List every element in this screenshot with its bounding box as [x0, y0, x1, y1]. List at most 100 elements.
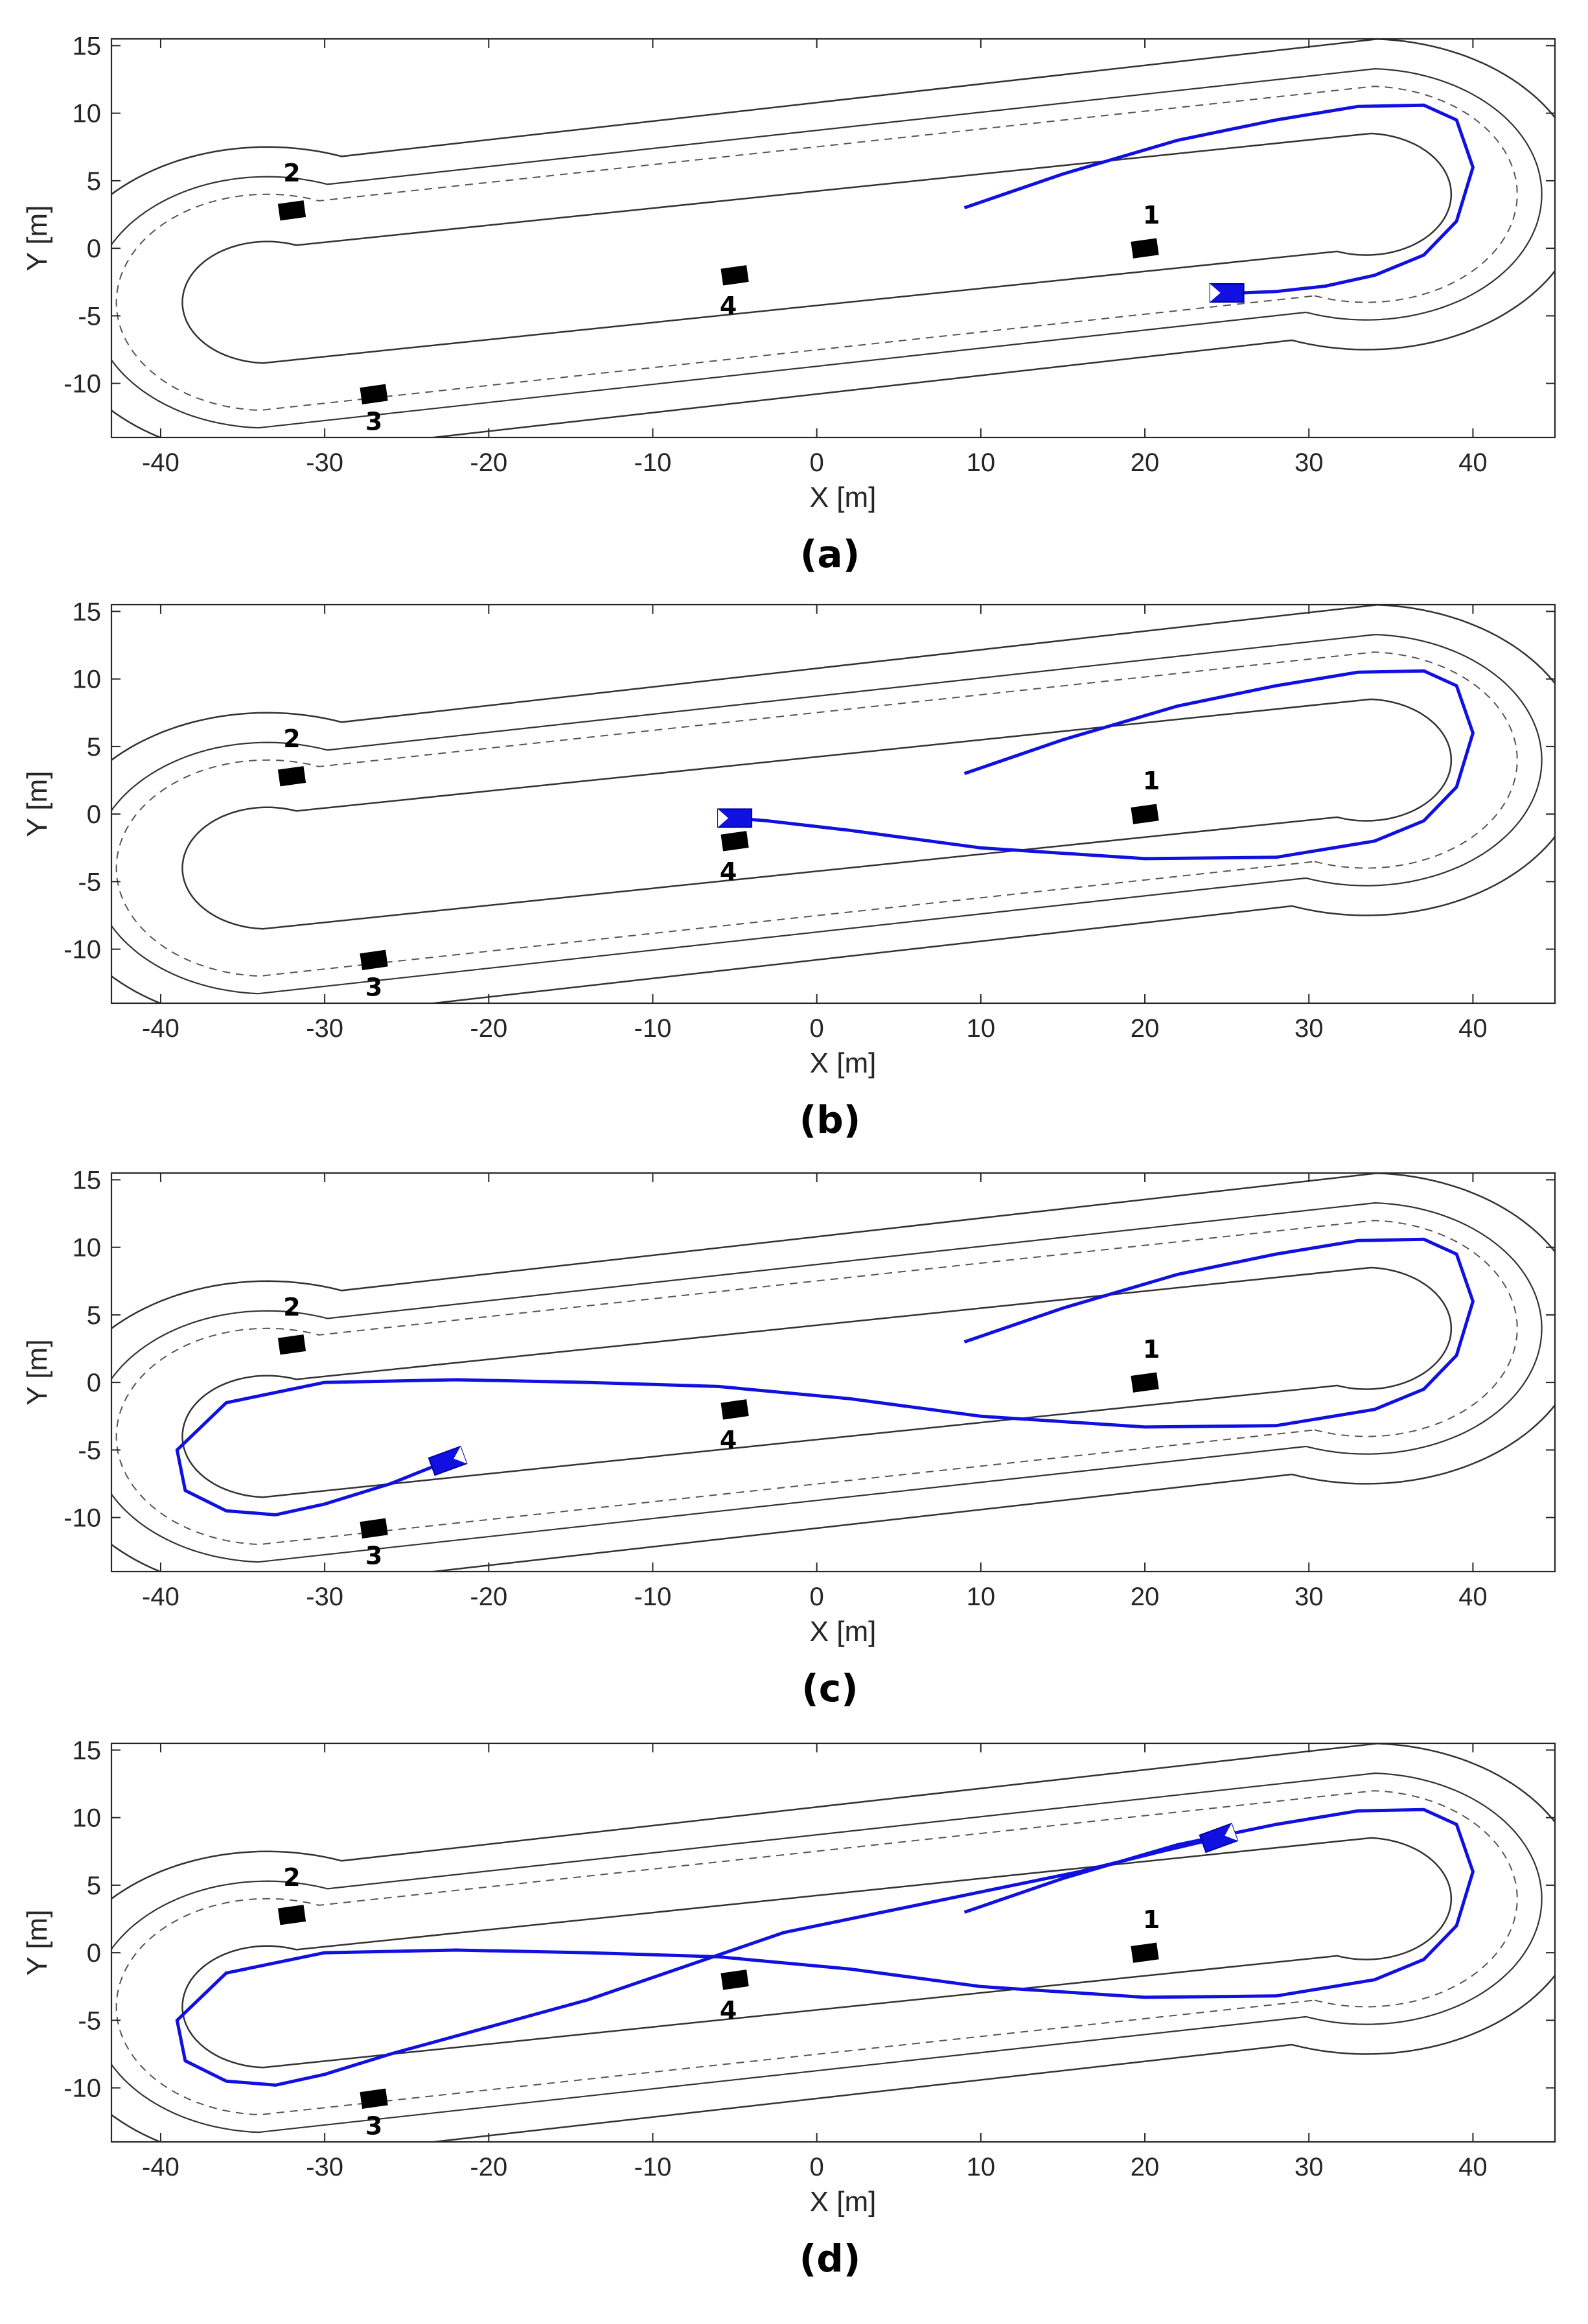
obstacle-1 [1131, 1942, 1159, 1963]
x-tick-label: 0 [810, 1014, 824, 1043]
track-outer-edge [111, 1743, 1555, 2142]
x-tick-label: -30 [306, 448, 343, 477]
x-tick-label: 30 [1295, 448, 1324, 477]
x-tick-label: -30 [306, 1583, 343, 1611]
x-tick-label: -20 [470, 1583, 507, 1611]
obstacle-3 [360, 949, 388, 970]
y-axis-label: Y [m] [21, 1910, 53, 1976]
panel-a: 1 2 3 4 -40 -30 -20 -10 0 10 20 30 40 -10 -5 0 5 10 15 X [m… [21, 32, 1556, 576]
track-inner-edge [181, 1266, 1453, 1498]
panel-c: 1 2 3 4 -40 -30 -20 -10 0 10 20 30 40 -10 -5 0 5 10 15 X [m… [21, 1166, 1556, 1710]
y-tick-label: 15 [73, 598, 102, 626]
track-lane-line [111, 1772, 1543, 2133]
vehicle-trajectory [734, 669, 1475, 861]
y-tick-label: -5 [78, 1436, 101, 1465]
track-lane-line [111, 633, 1543, 995]
x-tick-label: -40 [142, 1014, 179, 1043]
track-inner-edge [181, 132, 1453, 364]
x-tick-label: -10 [634, 2153, 672, 2181]
y-tick-label: 10 [73, 1234, 102, 1262]
x-tick-label: -10 [634, 1583, 672, 1611]
x-tick-label: 40 [1458, 1583, 1488, 1611]
x-tick-label: 10 [967, 1014, 996, 1043]
y-tick-label: -5 [78, 302, 101, 331]
y-tick-label: 15 [73, 1166, 102, 1194]
x-tick-label: 40 [1458, 448, 1488, 477]
x-tick-label: 10 [967, 448, 996, 477]
axes-box [110, 1742, 1556, 2143]
x-tick-label: 0 [810, 448, 824, 477]
plot-area [111, 1743, 1555, 2142]
plot-area [111, 39, 1555, 437]
obstacle-label-2: 2 [283, 725, 300, 753]
y-tick-label: -10 [63, 370, 101, 399]
obstacle-label-1: 1 [1143, 201, 1160, 229]
obstacle-label-4: 4 [720, 1426, 737, 1454]
y-tick-label: 5 [87, 167, 101, 196]
x-tick-label: -40 [142, 1583, 179, 1611]
obstacle-label-2: 2 [283, 1863, 300, 1892]
plot-area [111, 1173, 1555, 1572]
x-axis-label: X [m] [810, 2186, 877, 2218]
axes-box [110, 38, 1556, 439]
obstacle-3 [360, 384, 388, 404]
y-tick-label: 0 [87, 235, 101, 263]
panel-label: (a) [800, 532, 860, 576]
y-tick-label: 10 [73, 100, 102, 128]
obstacle-label-4: 4 [720, 857, 737, 886]
vehicle-trajectory [175, 1807, 1475, 2087]
obstacle-4 [720, 265, 749, 286]
x-tick-label: -10 [634, 448, 672, 477]
panel-label: (b) [800, 1098, 861, 1142]
track-lane-line [111, 1202, 1543, 1563]
obstacle-label-1: 1 [1143, 1905, 1160, 1934]
y-tick-label: 15 [73, 32, 102, 60]
x-tick-label: 20 [1131, 1583, 1160, 1611]
obstacle-4 [720, 831, 749, 852]
x-tick-label: 30 [1295, 1014, 1324, 1043]
obstacle-label-3: 3 [365, 973, 382, 1001]
track-outer-edge [111, 605, 1555, 1003]
y-tick-label: 10 [73, 1804, 102, 1833]
track-centerline [115, 86, 1518, 412]
panel-label: (d) [800, 2237, 861, 2281]
panel-d: 1 2 3 4 -40 -30 -20 -10 0 10 20 30 40 -10 -5 0 5 10 15 X [m… [21, 1736, 1556, 2281]
obstacle-2 [277, 1334, 306, 1355]
obstacle-label-2: 2 [283, 1293, 300, 1321]
y-tick-label: 0 [87, 1369, 101, 1397]
x-axis-label: X [m] [810, 482, 877, 513]
obstacle-2 [277, 766, 306, 787]
x-tick-label: 20 [1131, 2153, 1160, 2181]
y-axis-label: Y [m] [21, 205, 53, 272]
track-outer-edge [111, 1173, 1555, 1572]
obstacle-label-3: 3 [365, 2111, 382, 2140]
axes-box [110, 603, 1556, 1005]
track-centerline [115, 1220, 1518, 1546]
obstacle-1 [1131, 1372, 1159, 1393]
obstacle-1 [1131, 238, 1159, 259]
x-tick-label: -20 [470, 1014, 507, 1043]
ego-vehicle [717, 808, 753, 828]
y-tick-label: -10 [63, 2074, 101, 2103]
y-axis-label: Y [m] [21, 1340, 53, 1406]
x-axis-label: X [m] [810, 1047, 877, 1079]
vehicle-trajectory [963, 103, 1475, 295]
track-lane-line [111, 67, 1543, 429]
obstacle-2 [277, 1905, 306, 1925]
obstacle-3 [360, 1518, 388, 1539]
ego-vehicle [1209, 283, 1245, 303]
obstacle-label-3: 3 [365, 1541, 382, 1570]
y-tick-label: -10 [63, 1504, 101, 1533]
track-centerline [115, 651, 1518, 977]
x-tick-label: 40 [1458, 2153, 1488, 2181]
plot-area [111, 605, 1555, 1003]
obstacle-label-1: 1 [1143, 1335, 1160, 1364]
y-axis-label: Y [m] [21, 771, 53, 837]
x-tick-label: 40 [1458, 1014, 1488, 1043]
obstacle-label-1: 1 [1143, 767, 1160, 795]
x-tick-label: 30 [1295, 1583, 1324, 1611]
x-tick-label: -10 [634, 1014, 672, 1043]
y-tick-label: 0 [87, 1939, 101, 1968]
x-tick-label: 10 [967, 2153, 996, 2181]
